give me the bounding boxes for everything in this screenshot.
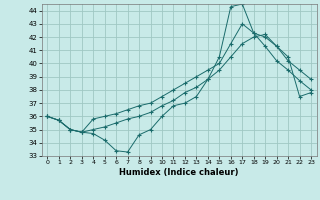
X-axis label: Humidex (Indice chaleur): Humidex (Indice chaleur) — [119, 168, 239, 177]
